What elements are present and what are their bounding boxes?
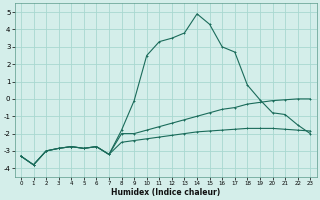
X-axis label: Humidex (Indice chaleur): Humidex (Indice chaleur) [111,188,220,197]
